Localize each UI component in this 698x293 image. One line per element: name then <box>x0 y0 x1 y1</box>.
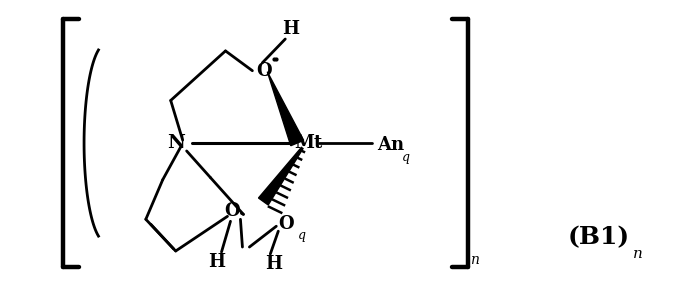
Text: n: n <box>470 253 480 267</box>
Text: An: An <box>377 136 404 154</box>
Text: H: H <box>265 255 282 273</box>
Text: q: q <box>402 151 410 164</box>
Text: O: O <box>225 202 240 220</box>
Polygon shape <box>267 72 304 146</box>
Text: O: O <box>279 215 294 233</box>
Text: n: n <box>633 247 643 261</box>
Text: O: O <box>257 62 272 80</box>
Text: H: H <box>282 20 299 38</box>
Text: Mt: Mt <box>294 134 322 152</box>
Text: H: H <box>208 253 225 271</box>
Text: (B1): (B1) <box>568 225 630 249</box>
Text: N: N <box>167 134 185 152</box>
Polygon shape <box>258 147 303 205</box>
Text: q: q <box>298 229 306 242</box>
